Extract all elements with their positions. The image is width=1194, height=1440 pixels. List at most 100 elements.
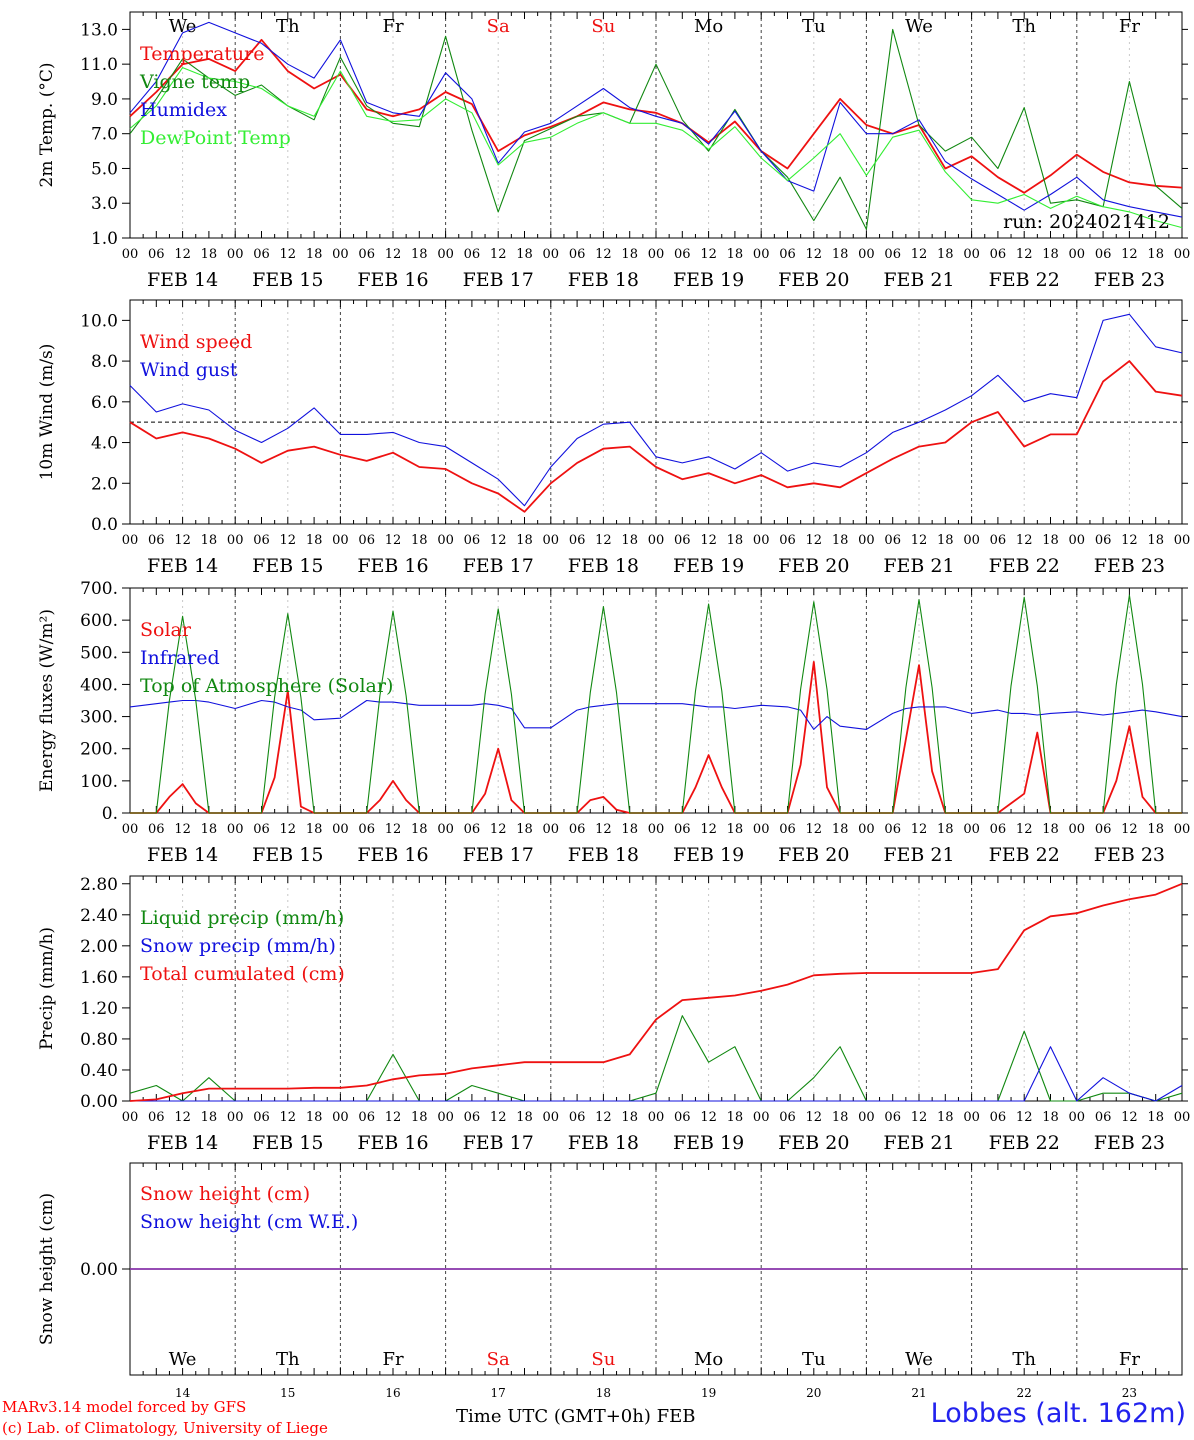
hour-tick-label: 00: [332, 247, 349, 262]
hour-tick-label: 12: [1016, 533, 1033, 548]
day-number-label: 22: [1017, 1386, 1032, 1400]
hour-tick-label: 18: [306, 533, 323, 548]
hour-tick-label: 18: [306, 247, 323, 262]
hour-tick-label: 12: [174, 533, 191, 548]
legend-entry: Liquid precip (mm/h): [140, 907, 344, 929]
hour-tick-label: 12: [911, 533, 928, 548]
hour-tick-label: 06: [1095, 822, 1112, 837]
hour-tick-label: 00: [437, 247, 454, 262]
hour-tick-label: 12: [806, 1110, 823, 1125]
hour-tick-label: 18: [306, 1110, 323, 1125]
hour-tick-label: 18: [1042, 533, 1059, 548]
hour-tick-label: 06: [674, 822, 691, 837]
hour-tick-label: 12: [595, 533, 612, 548]
hour-tick-label: 18: [516, 247, 533, 262]
hour-tick-label: 00: [753, 247, 770, 262]
hour-tick-label: 18: [411, 1110, 428, 1125]
hour-tick-label: 18: [937, 533, 954, 548]
legend-entry: Temperature: [140, 43, 264, 65]
day-number-label: 15: [280, 1386, 295, 1400]
y-tick-label: 13.0: [80, 20, 118, 40]
day-name-label: Mo: [694, 16, 723, 37]
day-name-label: Fr: [1119, 16, 1140, 37]
hour-tick-label: 18: [1147, 533, 1164, 548]
day-name-label: We: [905, 1349, 933, 1370]
hour-tick-label: 06: [884, 533, 901, 548]
hour-tick-label: 12: [806, 533, 823, 548]
hour-tick-label: 00: [858, 1110, 875, 1125]
date-label: FEB 14: [147, 269, 218, 291]
hour-tick-label: 12: [490, 247, 507, 262]
hour-tick-label: 12: [280, 247, 297, 262]
y-tick-label: 8.0: [91, 352, 118, 372]
y-tick-label: 0.40: [80, 1061, 118, 1081]
y-tick-label: 400.: [80, 675, 118, 695]
hour-tick-label: 00: [963, 247, 980, 262]
hour-tick-label: 06: [464, 1110, 481, 1125]
legend-entry: Snow precip (mm/h): [140, 935, 336, 957]
y-tick-label: 10.0: [80, 311, 118, 331]
date-label: FEB 17: [463, 844, 534, 866]
station-name: Lobbes (alt. 162m): [930, 1398, 1186, 1429]
series-line: [129, 699, 1183, 730]
y-tick-label: 1.20: [80, 999, 118, 1019]
date-label: FEB 19: [673, 555, 744, 577]
legend-entry: Solar: [140, 619, 192, 641]
legend-entry: Infrared: [140, 647, 220, 669]
hour-tick-label: 06: [253, 1110, 270, 1125]
hour-tick-label: 00: [963, 822, 980, 837]
legend-entry: Snow height (cm): [140, 1183, 310, 1205]
hour-tick-label: 12: [280, 1110, 297, 1125]
y-tick-label: 700.: [80, 579, 118, 599]
date-label: FEB 20: [778, 1132, 849, 1154]
hour-tick-label: 00: [1069, 1110, 1086, 1125]
date-label: FEB 19: [673, 269, 744, 291]
date-label: FEB 21: [883, 1132, 954, 1154]
hour-tick-label: 06: [884, 822, 901, 837]
hour-tick-label: 12: [700, 533, 717, 548]
hour-tick-label: 00: [648, 247, 665, 262]
hour-tick-label: 00: [122, 533, 139, 548]
date-label: FEB 14: [147, 555, 218, 577]
y-tick-label: 0.80: [80, 1030, 118, 1050]
plot-frame: [129, 587, 1183, 814]
day-number-label: 16: [385, 1386, 400, 1400]
series-line: [129, 28, 1183, 230]
date-label: FEB 15: [252, 1132, 323, 1154]
series-line: [129, 67, 1183, 229]
y-tick-label: 2.40: [80, 906, 118, 926]
day-name-label: Th: [276, 16, 300, 37]
hour-tick-label: 06: [464, 247, 481, 262]
y-tick-label: 2.0: [91, 474, 118, 494]
legend-entry: Wind gust: [140, 359, 238, 381]
hour-tick-label: 06: [779, 1110, 796, 1125]
day-name-label: Su: [591, 16, 615, 37]
y-tick-label: 0.00: [80, 1092, 118, 1112]
hour-tick-label: 18: [1147, 1110, 1164, 1125]
hour-tick-label: 06: [1095, 533, 1112, 548]
hour-tick-label: 18: [1147, 247, 1164, 262]
hour-tick-label: 12: [806, 822, 823, 837]
y-tick-label: 200.: [80, 740, 118, 760]
hour-tick-label: 12: [280, 533, 297, 548]
hour-tick-label: 06: [569, 247, 586, 262]
legend-entry: Total cumulated (cm): [140, 963, 345, 985]
hour-tick-label: 18: [411, 533, 428, 548]
day-number-label: 23: [1122, 1386, 1137, 1400]
day-name-label: Th: [276, 1349, 300, 1370]
hour-tick-label: 06: [1095, 1110, 1112, 1125]
hour-tick-label: 12: [806, 247, 823, 262]
hour-tick-label: 12: [174, 822, 191, 837]
hour-tick-label: 06: [990, 1110, 1007, 1125]
day-number-label: 19: [701, 1386, 716, 1400]
date-label: FEB 16: [357, 1132, 428, 1154]
hour-tick-label: 12: [911, 247, 928, 262]
hour-tick-label: 18: [516, 533, 533, 548]
hour-tick-label: 18: [621, 1110, 638, 1125]
hour-tick-label: 12: [1121, 533, 1138, 548]
hour-tick-label: 06: [674, 1110, 691, 1125]
y-tick-label: 300.: [80, 708, 118, 728]
date-label: FEB 21: [883, 555, 954, 577]
hour-tick-label: 00: [437, 533, 454, 548]
day-number-label: 14: [175, 1386, 191, 1400]
